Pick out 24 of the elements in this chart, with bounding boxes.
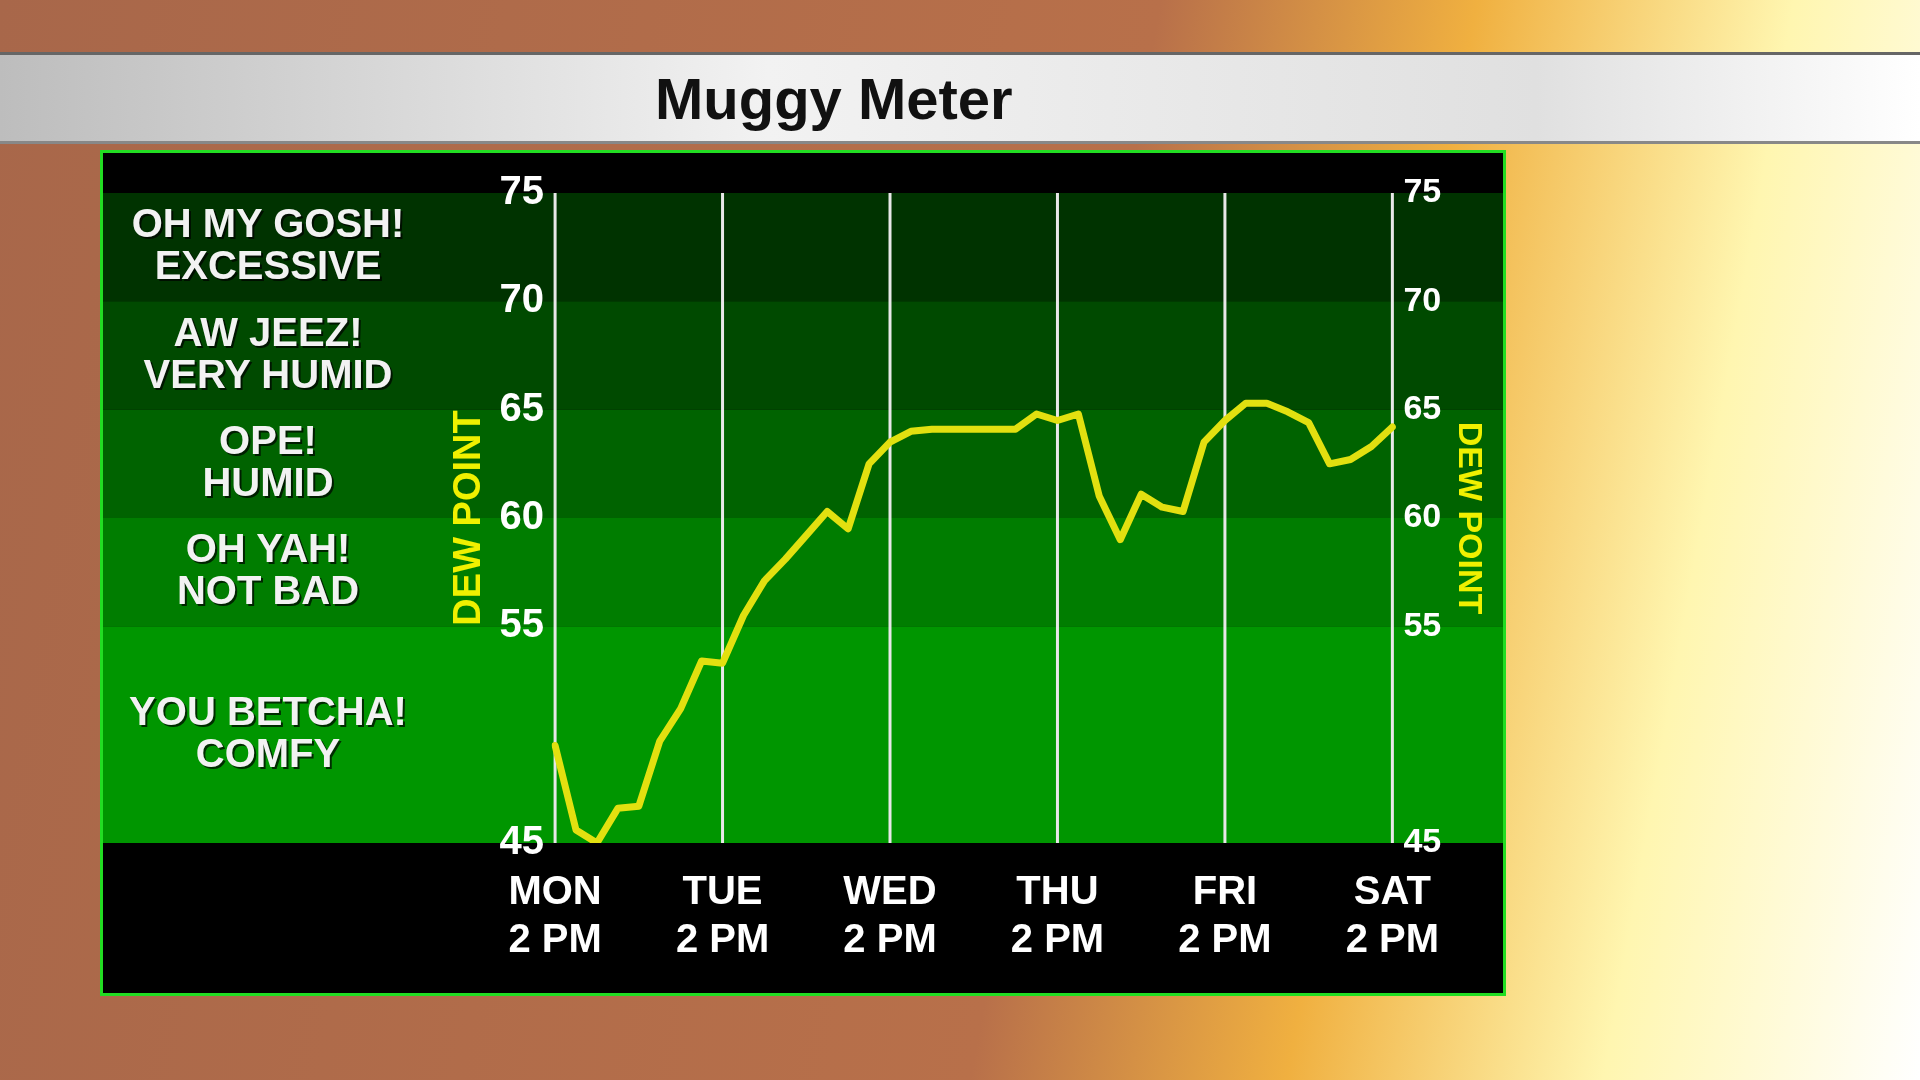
band-label: AW JEEZ! VERY HUMID xyxy=(143,309,393,396)
y-tick-label: 60 xyxy=(499,493,545,538)
band-label: YOU BETCHA! COMFY xyxy=(129,688,407,775)
band-label: OPE! HUMID xyxy=(202,417,334,504)
band-label: OH YAH! NOT BAD xyxy=(176,526,360,613)
y2-tick-label: 55 xyxy=(1403,604,1442,643)
x-tick-label: FRI 2 PM xyxy=(1178,868,1272,961)
y2-tick-label: 60 xyxy=(1403,496,1442,535)
y2-tick-label: 65 xyxy=(1403,388,1442,427)
x-tick-label: THU 2 PM xyxy=(1010,868,1105,961)
x-tick-label: TUE 2 PM xyxy=(675,868,770,961)
band-label: OH MY GOSH! EXCESSIVE xyxy=(131,201,405,288)
y-tick-label: 55 xyxy=(499,601,545,646)
y2-tick-label: 70 xyxy=(1403,279,1442,318)
y-tick-label: 65 xyxy=(499,384,545,429)
chart-title: Muggy Meter xyxy=(655,65,1013,132)
y-axis-title: DEW POINT xyxy=(446,410,489,626)
y2-axis-title: DEW POINT xyxy=(1452,421,1491,615)
y2-tick-label: 75 xyxy=(1403,171,1442,210)
y-tick-label: 70 xyxy=(499,276,545,321)
y-tick-label: 75 xyxy=(499,168,545,213)
x-tick-label: MON 2 PM xyxy=(508,868,602,961)
x-tick-label: SAT 2 PM xyxy=(1345,868,1440,961)
x-tick-label: WED 2 PM xyxy=(843,868,937,961)
